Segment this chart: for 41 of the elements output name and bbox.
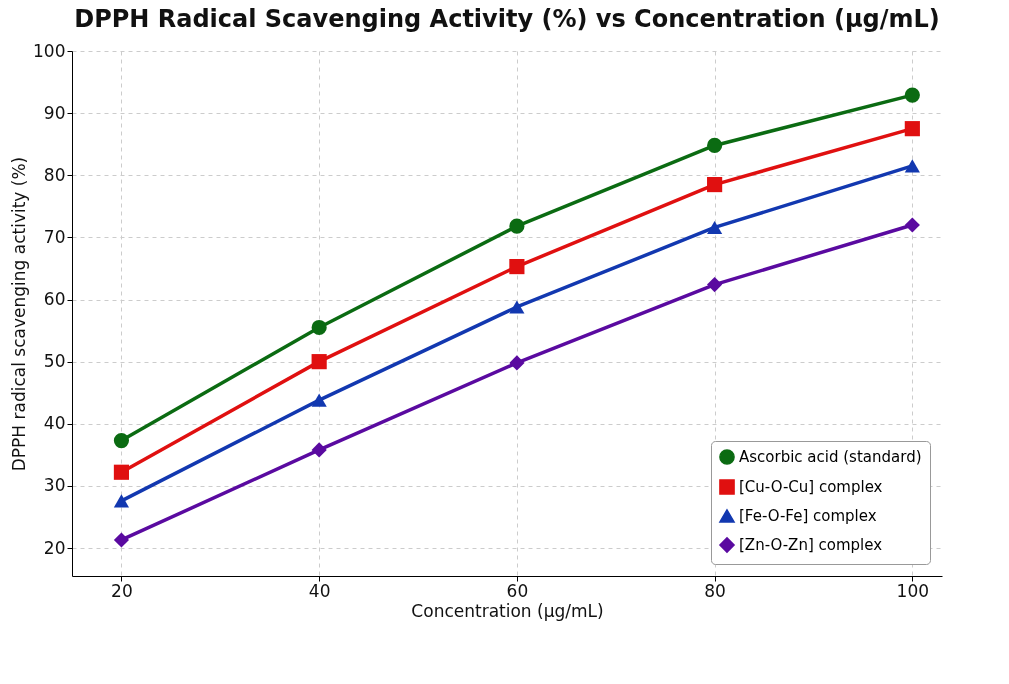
y-axis-title: DPPH radical scavenging activity (%) bbox=[9, 156, 30, 472]
x-tick-label: 80 bbox=[704, 580, 726, 601]
point bbox=[311, 442, 327, 458]
y-tick-label: 50 bbox=[43, 351, 66, 372]
point bbox=[113, 464, 130, 480]
y-tick-label: 20 bbox=[43, 537, 66, 558]
point bbox=[509, 218, 525, 234]
legend-label: [Fe-O-Fe] complex bbox=[739, 507, 877, 525]
point bbox=[707, 177, 723, 193]
point bbox=[904, 121, 920, 137]
y-tick-label: 90 bbox=[43, 102, 66, 123]
legend-label: [Zn-O-Zn] complex bbox=[739, 536, 883, 554]
point bbox=[311, 354, 327, 370]
point bbox=[509, 300, 525, 314]
point bbox=[113, 432, 130, 449]
point bbox=[509, 259, 525, 275]
legend-label: Ascorbic acid (standard) bbox=[739, 448, 922, 466]
point bbox=[311, 319, 327, 336]
legend-label: [Cu-O-Cu] complex bbox=[739, 478, 883, 496]
point bbox=[113, 532, 130, 548]
x-tick-label: 20 bbox=[111, 580, 133, 601]
y-tick-label: 100 bbox=[33, 40, 66, 61]
point bbox=[904, 87, 920, 103]
y-tick-label: 40 bbox=[43, 413, 66, 434]
y-tick-label: 60 bbox=[43, 289, 66, 310]
point bbox=[509, 355, 525, 371]
chart-title: DPPH Radical Scavenging Activity (%) vs Concentration (µg/mL) bbox=[74, 5, 940, 33]
y-tick-label: 80 bbox=[43, 164, 66, 185]
point bbox=[113, 494, 130, 508]
x-tick-label: 60 bbox=[506, 580, 529, 601]
point bbox=[707, 277, 723, 293]
point bbox=[904, 217, 920, 233]
point bbox=[707, 137, 723, 154]
point bbox=[707, 220, 723, 235]
x-tick-label: 100 bbox=[896, 580, 930, 601]
point bbox=[311, 393, 327, 407]
x-axis-title: Concentration (µg/mL) bbox=[411, 600, 604, 621]
point bbox=[904, 159, 920, 173]
y-tick-label: 30 bbox=[43, 475, 66, 496]
x-tick-label: 40 bbox=[308, 580, 331, 601]
y-tick-label: 70 bbox=[43, 226, 66, 247]
